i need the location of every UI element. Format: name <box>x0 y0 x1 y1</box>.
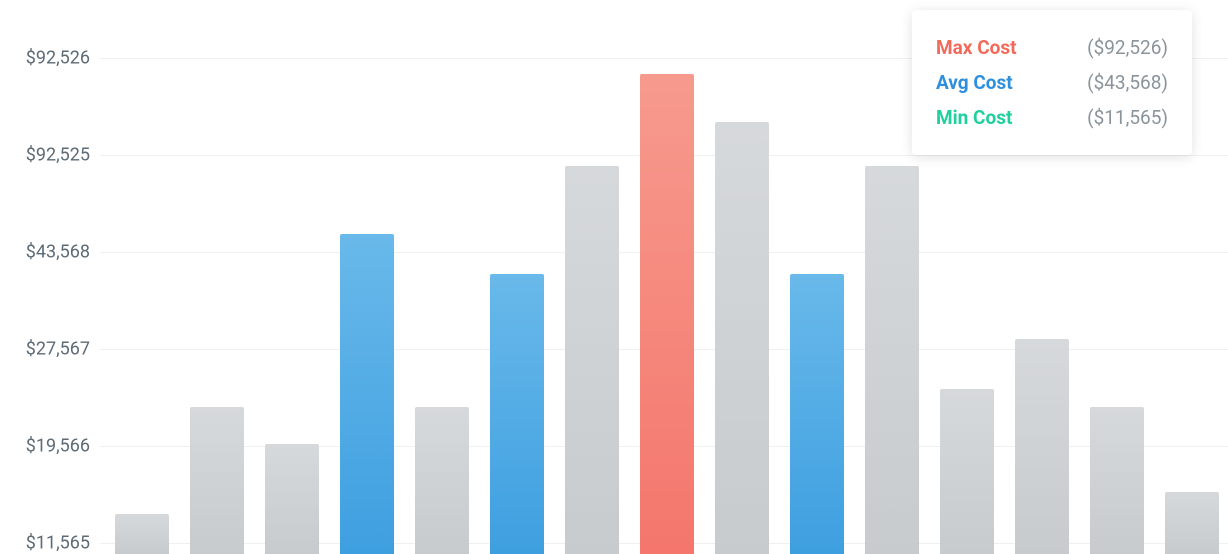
bar <box>190 407 244 554</box>
bar <box>940 389 994 554</box>
legend-row: Max Cost ($92,526) <box>936 30 1168 65</box>
bar <box>715 122 769 554</box>
legend-row: Min Cost ($11,565) <box>936 100 1168 135</box>
y-tick-label: $92,526 <box>26 48 90 69</box>
y-tick-label: $11,565 <box>26 533 90 554</box>
cost-bar-chart: $92,526 $92,525 $43,568 $27,567 $19,566 $11,5… <box>0 0 1228 554</box>
legend-value: ($92,526) <box>1087 36 1168 59</box>
bar <box>490 274 544 554</box>
legend-label: Max Cost <box>936 36 1017 59</box>
bar <box>865 166 919 554</box>
bar <box>265 444 319 554</box>
bar <box>1165 492 1219 554</box>
y-tick-label: $43,568 <box>26 242 90 263</box>
bar <box>415 407 469 554</box>
bar <box>340 234 394 554</box>
y-axis: $92,526 $92,525 $43,568 $27,567 $19,566 $11,5… <box>0 0 100 554</box>
bar <box>790 274 844 554</box>
y-tick-label: $19,566 <box>26 436 90 457</box>
bar <box>565 166 619 554</box>
bar <box>1090 407 1144 554</box>
y-tick-label: $92,525 <box>26 145 90 166</box>
legend-label: Avg Cost <box>936 71 1013 94</box>
cost-legend: Max Cost ($92,526) Avg Cost ($43,568) Min Co… <box>912 10 1192 155</box>
bar <box>1015 339 1069 554</box>
bar <box>115 514 169 554</box>
legend-row: Avg Cost ($43,568) <box>936 65 1168 100</box>
y-tick-label: $27,567 <box>26 339 90 360</box>
legend-label: Min Cost <box>936 106 1012 129</box>
legend-value: ($11,565) <box>1087 106 1168 129</box>
bar <box>640 74 694 554</box>
legend-value: ($43,568) <box>1087 71 1168 94</box>
